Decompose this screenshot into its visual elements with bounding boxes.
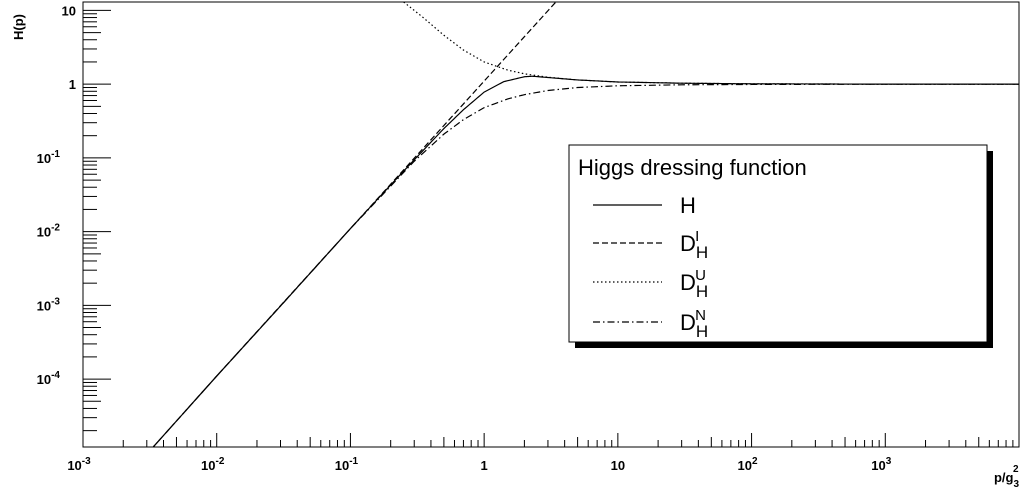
legend-label: DHN — [680, 307, 708, 341]
series-line-2 — [403, 2, 1019, 85]
x-tick-label: 10-3 — [67, 456, 91, 473]
series-line-3 — [152, 83, 1019, 447]
y-tick-label: 10-1 — [37, 149, 61, 166]
legend-label: H — [680, 193, 696, 218]
x-tick-label: 10-2 — [201, 456, 225, 473]
plot-frame — [82, 1, 1020, 448]
legend-label: DHI — [680, 228, 708, 262]
x-tick-label: 102 — [738, 456, 758, 473]
x-axis-title: p/g32 — [994, 464, 1020, 490]
x-tick-label: 10-1 — [335, 456, 359, 473]
series-line-1 — [152, 2, 557, 447]
legend-title: Higgs dressing function — [578, 155, 807, 180]
y-axis-title: H(p) — [11, 14, 26, 40]
x-tick-label: 10 — [611, 458, 625, 473]
legend: Higgs dressing function H DHI DHU DHN — [568, 144, 993, 348]
x-tick-label: 103 — [871, 456, 891, 473]
x-tick-label: 1 — [481, 458, 488, 473]
y-tick-label: 10 — [62, 3, 76, 18]
y-tick-label: 10-4 — [37, 370, 61, 387]
y-tick-label: 10-2 — [37, 223, 61, 240]
y-tick-label: 1 — [69, 77, 76, 92]
legend-label: DHU — [680, 267, 708, 301]
y-tick-label: 10-3 — [37, 296, 61, 313]
